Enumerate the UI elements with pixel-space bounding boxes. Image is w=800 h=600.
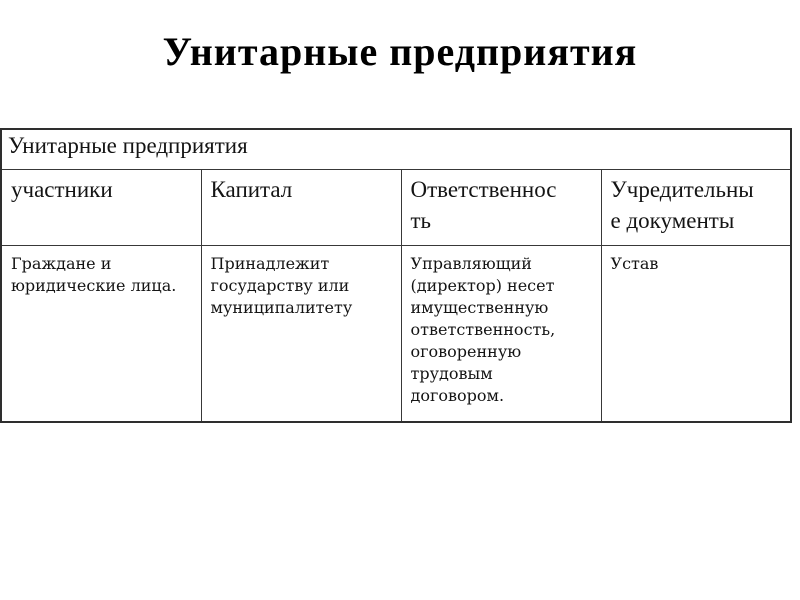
column-header-capital: Капитал (200, 168, 402, 246)
column-header-responsibility: Ответственнос ть (400, 168, 602, 246)
cell-capital: Принадлежит государству или муниципалите… (200, 244, 402, 423)
column-header-founding-documents: Учредительны е документы (600, 168, 792, 246)
table-title-cell: Унитарные предприятия (0, 128, 792, 170)
unitary-enterprises-table: Унитарные предприятия участники Капитал … (0, 128, 793, 423)
table-title-row: Унитарные предприятия (0, 128, 792, 170)
table-data-row: Граждане и юридические лица. Принадлежит… (0, 244, 792, 423)
table-header-row: участники Капитал Ответственнос ть Учред… (0, 168, 792, 246)
column-header-participants: участники (0, 168, 202, 246)
cell-responsibility: Управляющий (директор) несет имущественн… (400, 244, 602, 423)
cell-founding-documents: Устав (600, 244, 792, 423)
page-title: Унитарные предприятия (162, 29, 638, 74)
cell-participants: Граждане и юридические лица. (0, 244, 202, 423)
